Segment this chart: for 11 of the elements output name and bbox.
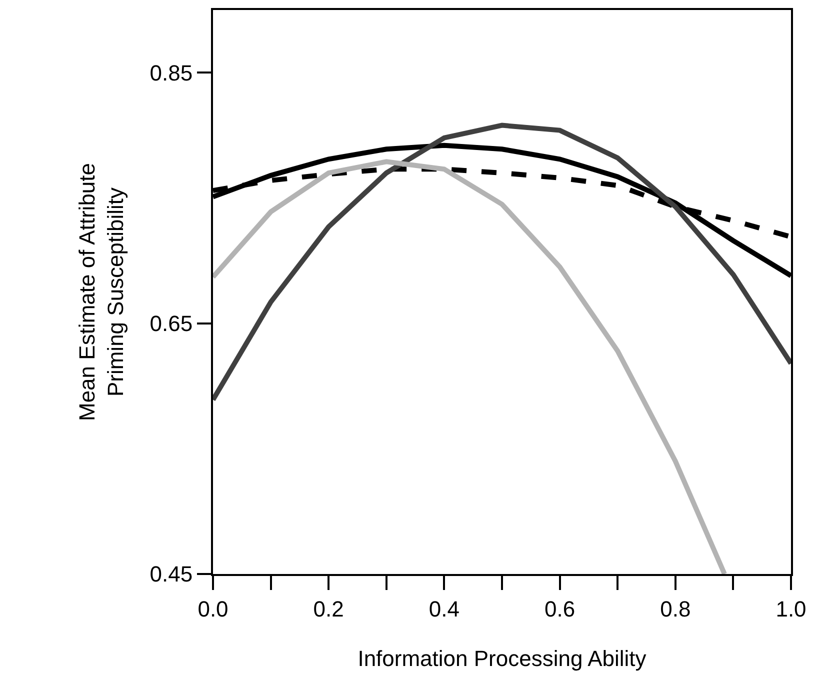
x-tick-label: 0.6 bbox=[544, 596, 576, 622]
y-tick-label: 0.45 bbox=[150, 562, 193, 587]
x-tick-label: 0.0 bbox=[198, 596, 228, 622]
y-axis-title: Mean Estimate of Attribute Priming Susceptibility bbox=[74, 162, 128, 422]
x-tick-label: 0.8 bbox=[660, 596, 691, 622]
x-tick-label: 1.0 bbox=[776, 596, 806, 622]
x-axis-title: Information Processing Ability bbox=[358, 646, 646, 671]
x-tick-label: 0.4 bbox=[428, 596, 460, 622]
y-tick-label: 0.65 bbox=[150, 311, 193, 336]
x-tick-label: 0.2 bbox=[313, 596, 344, 622]
y-tick-label: 0.85 bbox=[150, 60, 193, 86]
